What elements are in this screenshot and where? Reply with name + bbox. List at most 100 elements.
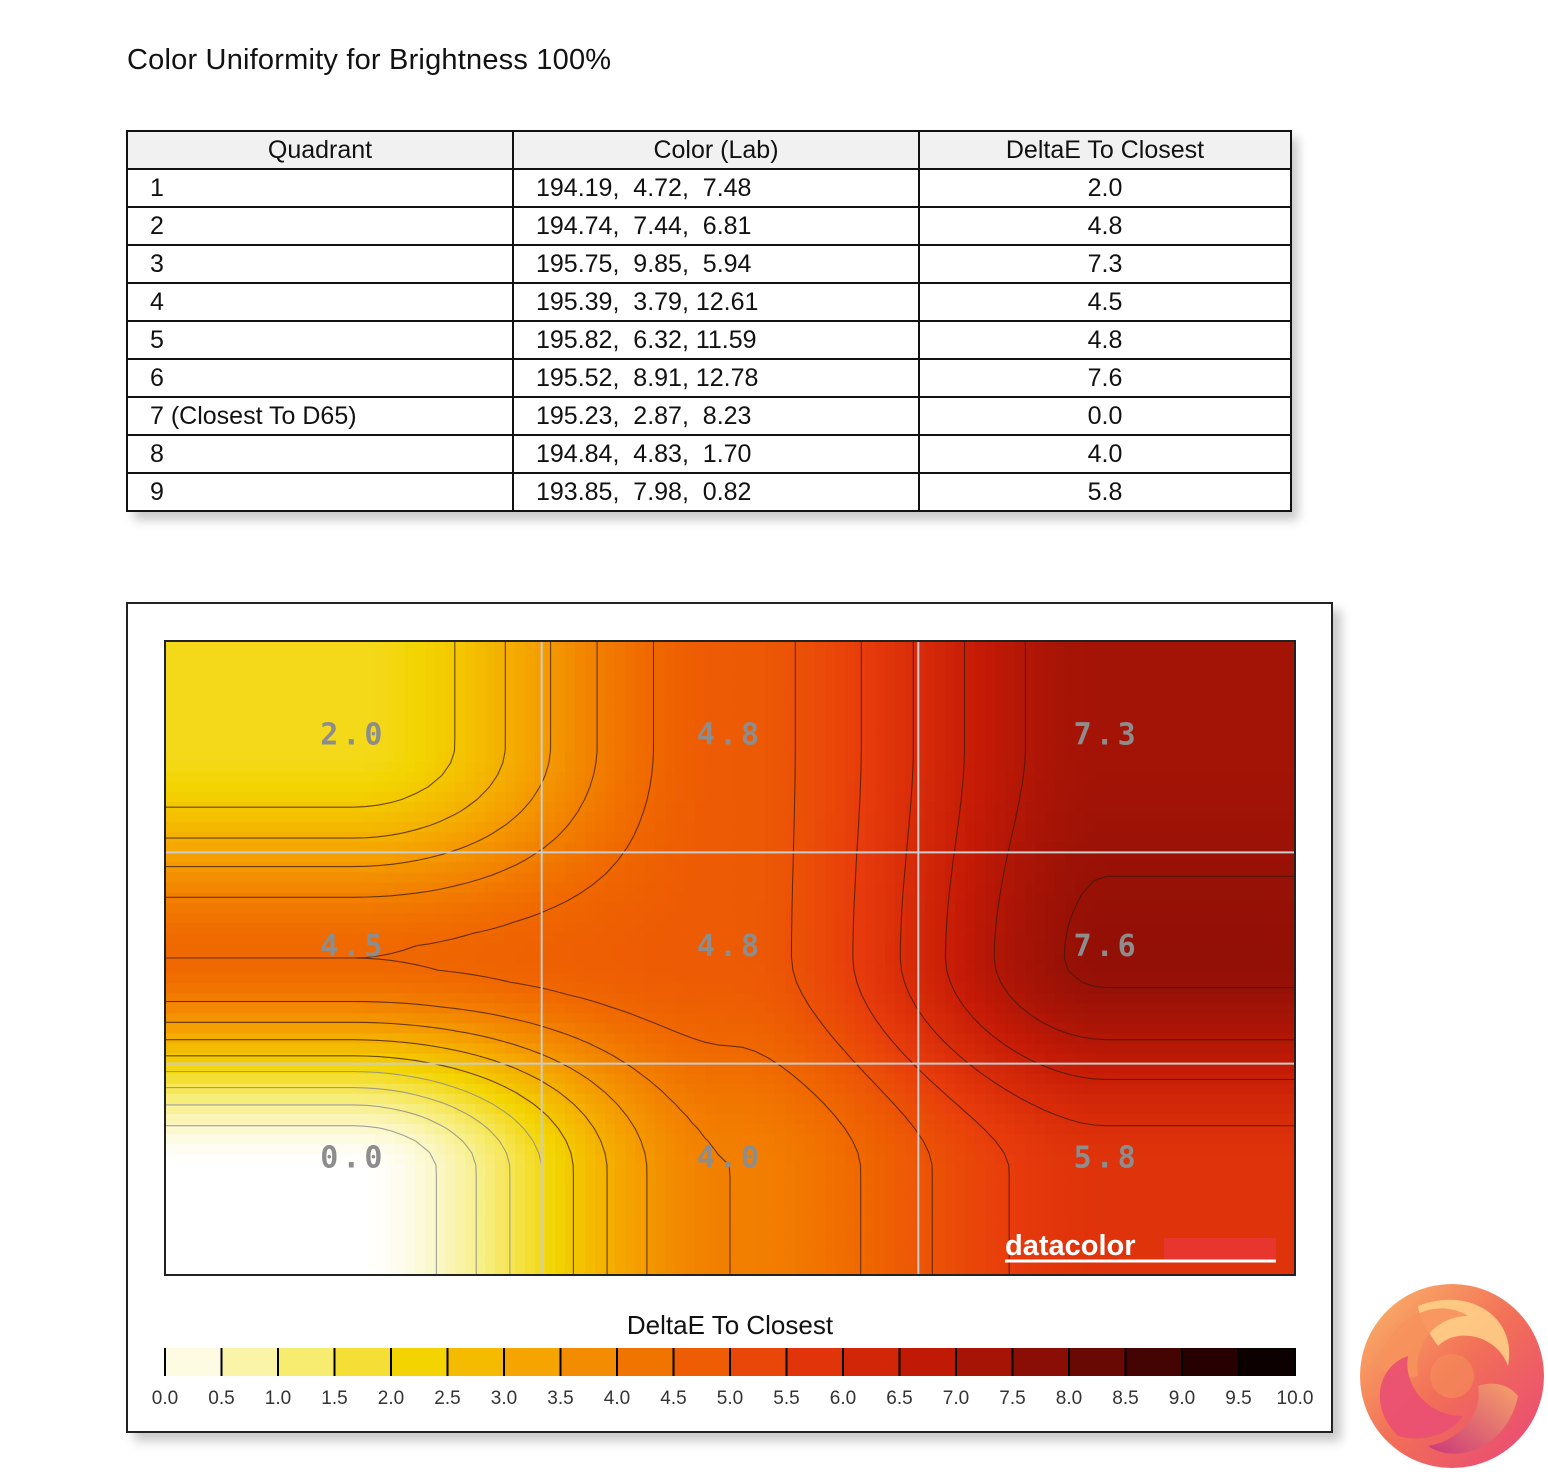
heat-cell — [1085, 842, 1096, 853]
heat-cell — [205, 973, 216, 984]
heat-cell — [1175, 1063, 1186, 1075]
heat-cell — [485, 681, 496, 692]
heat-cell — [895, 771, 906, 783]
heat-cell — [1175, 963, 1186, 974]
heat-cell — [245, 942, 256, 954]
heat-cell — [685, 932, 696, 944]
heat-cell — [255, 942, 266, 954]
heat-cell — [865, 842, 876, 853]
heat-cell — [805, 1013, 816, 1025]
heat-cell — [1195, 812, 1206, 823]
heat-cell — [1045, 651, 1056, 662]
heat-cell — [985, 922, 996, 934]
heat-cell — [445, 641, 456, 652]
heat-cell — [1125, 641, 1136, 652]
heat-cell — [1235, 771, 1246, 783]
heat-cell — [1225, 691, 1236, 702]
heat-cell — [985, 852, 996, 863]
heat-cell — [405, 681, 416, 692]
heat-cell — [885, 711, 896, 723]
heat-cell — [215, 812, 226, 823]
heat-cell — [355, 822, 366, 833]
heat-cell — [945, 1023, 956, 1035]
heat-cell — [395, 842, 406, 853]
heat-cell — [775, 862, 786, 874]
heat-cell — [385, 892, 396, 904]
heat-cell — [885, 862, 896, 874]
heat-cell — [755, 731, 766, 743]
heat-cell — [1235, 1023, 1246, 1035]
heat-cell — [185, 812, 196, 823]
heat-cell — [795, 932, 806, 944]
heat-cell — [295, 671, 306, 682]
heat-cell — [195, 681, 206, 692]
heat-cell — [1255, 671, 1266, 682]
heat-cell — [915, 701, 926, 713]
heat-cell — [665, 771, 676, 783]
heat-cell — [1185, 711, 1196, 723]
heat-cell — [915, 802, 926, 813]
heat-cell — [905, 832, 916, 843]
heat-cell — [1285, 1023, 1295, 1035]
heat-cell — [815, 832, 826, 843]
heat-cell — [345, 741, 356, 753]
heat-cell — [165, 832, 176, 843]
heat-cell — [1015, 973, 1026, 984]
heat-cell — [895, 781, 906, 793]
heat-cell — [465, 741, 476, 753]
heat-cell — [515, 922, 526, 934]
heat-cell — [1105, 983, 1116, 994]
heat-cell — [985, 641, 996, 652]
heat-cell — [385, 761, 396, 773]
heat-cell — [955, 973, 966, 984]
heat-cell — [875, 751, 886, 763]
heat-cell — [1215, 852, 1226, 863]
heat-cell — [555, 952, 566, 964]
heat-cell — [825, 771, 836, 783]
heat-cell — [1015, 842, 1026, 853]
heat-cell — [655, 761, 666, 773]
heat-cell — [915, 1043, 926, 1055]
heat-cell — [675, 721, 686, 733]
heat-cell — [435, 1063, 446, 1075]
heat-cell — [265, 842, 276, 853]
heat-cell — [455, 812, 466, 823]
heat-cell — [435, 671, 446, 682]
heat-cell — [525, 1003, 536, 1014]
heat-cell — [995, 791, 1006, 803]
heat-cell — [605, 1033, 616, 1045]
heat-cell — [1035, 691, 1046, 702]
heat-cell — [185, 872, 196, 884]
heat-cell — [805, 711, 816, 723]
heat-cell — [655, 852, 666, 863]
heat-cell — [665, 781, 676, 793]
heat-cell — [345, 983, 356, 994]
heat-cell — [1105, 952, 1116, 964]
heat-cell — [975, 902, 986, 914]
heat-cell — [1115, 822, 1126, 833]
heat-cell — [875, 952, 886, 964]
heat-cell — [325, 721, 336, 733]
heat-cell — [185, 751, 196, 763]
heat-cell — [875, 1053, 886, 1065]
heat-cell — [1005, 822, 1016, 833]
heat-cell — [1285, 1013, 1295, 1025]
heat-cell — [545, 882, 556, 894]
heat-cell — [255, 1073, 266, 1085]
heat-cell — [385, 641, 396, 652]
heat-cell — [925, 791, 936, 803]
heat-cell — [455, 781, 466, 793]
heat-cell — [1035, 1013, 1046, 1025]
heat-cell — [435, 963, 446, 974]
heat-cell — [465, 1003, 476, 1014]
heat-cell — [825, 993, 836, 1004]
heat-cell — [1115, 832, 1126, 843]
heat-cell — [905, 1063, 916, 1075]
heat-cell — [225, 1013, 236, 1025]
heat-cell — [795, 651, 806, 662]
heat-cell — [335, 1023, 346, 1035]
heat-cell — [1175, 902, 1186, 914]
heat-cell — [905, 671, 916, 682]
heat-cell — [745, 781, 756, 793]
heat-cell — [1155, 771, 1166, 783]
